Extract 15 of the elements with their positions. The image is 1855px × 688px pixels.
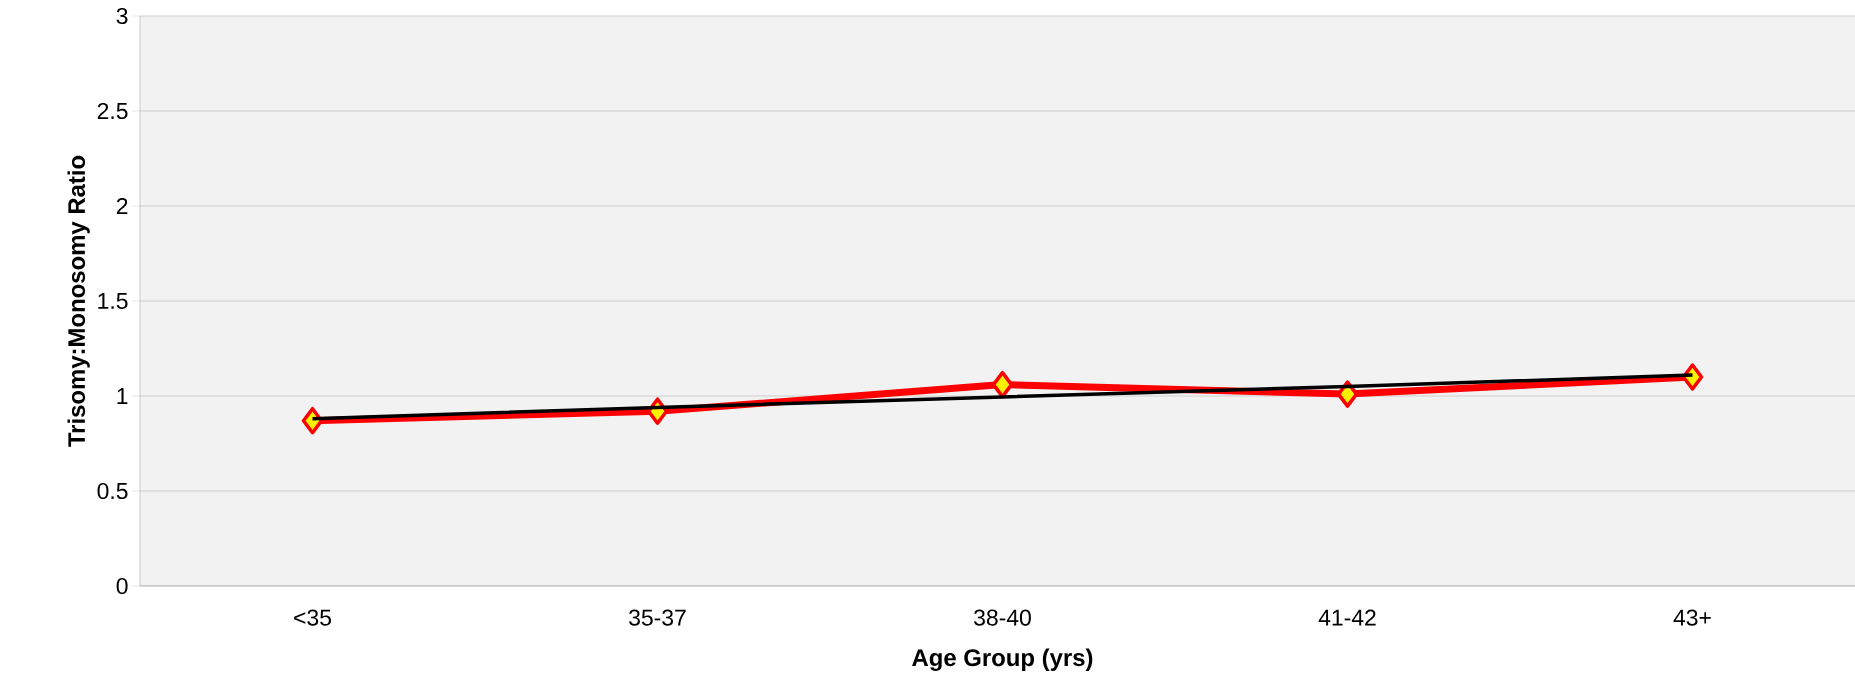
y-tick-label: 1.5	[98, 293, 128, 309]
y-tick-label: 2.5	[97, 102, 128, 120]
x-tick-label: 43+	[1673, 609, 1711, 626]
y-tick-label: 3	[116, 7, 128, 25]
y-tick-label: 2	[116, 198, 128, 214]
y-tick-label: 0	[116, 577, 128, 595]
y-tick-label: 1	[117, 388, 128, 404]
y-axis-title: Trisomy:Monosomy Ratio	[67, 155, 90, 447]
y-tick-label: 0.5	[97, 482, 128, 500]
x-axis-title: Age Group (yrs)	[912, 648, 1093, 671]
x-tick-label: 35-37	[629, 609, 686, 626]
x-tick-label: <35	[294, 609, 331, 626]
x-tick-label: 41-42	[1318, 609, 1376, 626]
point	[1336, 380, 1359, 408]
x-tick-label: 38-40	[974, 609, 1031, 626]
